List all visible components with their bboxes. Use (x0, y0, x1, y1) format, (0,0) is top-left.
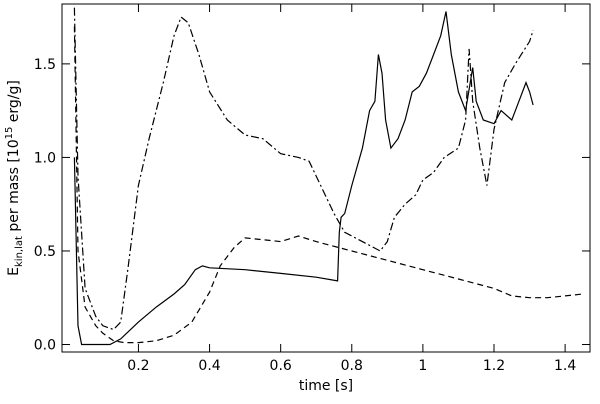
x-tick-label: 0.6 (270, 358, 292, 374)
y-label-part: erg/g] (6, 80, 22, 127)
x-tick-label: 0.4 (198, 358, 220, 374)
x-tick-label: 1 (418, 358, 427, 374)
x-tick-label: 1.4 (554, 358, 576, 374)
x-tick-label: 0.8 (341, 358, 363, 374)
y-label-part: per mass [10 (6, 139, 22, 236)
y-label-sub: kin,lat (14, 236, 25, 267)
y-label-part: E (6, 267, 22, 276)
y-tick-label: 1.0 (34, 150, 56, 166)
y-axis-label: Ekin,lat per mass [1015 erg/g] (4, 80, 25, 276)
x-axis-label: time [s] (299, 378, 353, 394)
x-tick-label: 1.2 (483, 358, 505, 374)
y-tick-label: 0.0 (34, 338, 56, 354)
y-tick-label: 0.5 (34, 244, 56, 260)
series-line (73, 7, 534, 331)
plot-frame (61, 3, 591, 353)
x-tick-label: 0.2 (127, 358, 149, 374)
series-line (73, 11, 534, 346)
y-tick-label: 1.5 (34, 57, 56, 73)
y-label-sup: 15 (4, 127, 15, 140)
series-line (73, 26, 583, 344)
